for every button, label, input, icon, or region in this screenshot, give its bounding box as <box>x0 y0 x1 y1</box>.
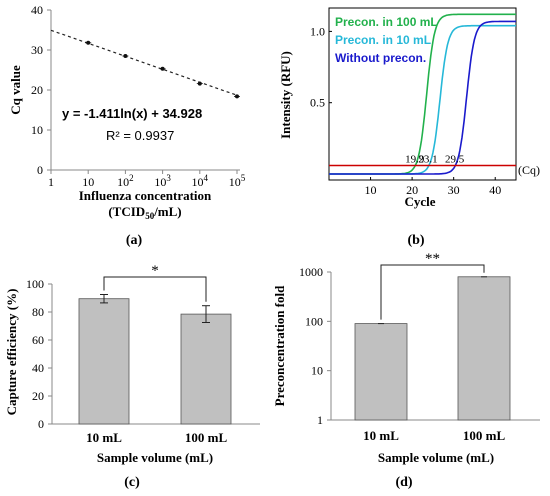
b-legend-entry: Without precon. <box>335 51 426 65</box>
b-curve-2 <box>329 24 516 175</box>
c-significance-bracket <box>103 276 207 302</box>
a-y-tick-label: 20 <box>31 83 43 97</box>
d-significance-bracket <box>380 264 485 320</box>
a-r2: R² = 0.9937 <box>106 128 174 143</box>
c-y-label: Capture efficiency (%) <box>4 289 19 416</box>
c-y-tick-label: 0 <box>38 417 44 431</box>
a-y-tick-label: 10 <box>31 123 43 137</box>
b-plot-frame <box>328 7 517 181</box>
c-y-tick-label: 100 <box>26 277 44 291</box>
c-category-label: 100 mL <box>185 430 228 445</box>
b-x-tick-label: 20 <box>406 183 418 197</box>
a-y-tick-label: 40 <box>31 3 43 17</box>
a-equation: y = -1.411ln(x) + 34.928 <box>62 106 202 121</box>
b-x-tick-label: 40 <box>489 183 501 197</box>
d-category-label: 10 mL <box>363 428 399 443</box>
b-x-tick-label: 10 <box>365 183 377 197</box>
d-y-tick-label: 1 <box>317 413 323 427</box>
d-category-label: 100 mL <box>463 428 506 443</box>
c-bar <box>78 298 130 425</box>
a-x-tick-label: 10 <box>82 175 94 189</box>
a-y-tick-label: 30 <box>31 43 43 57</box>
panel-b: 19.923.1 29.5 (Cq) 10 20 30 40 0.5 1.0 Precon… <box>278 7 540 248</box>
b-threshold-label: (Cq) <box>518 163 540 177</box>
b-cq-label: 23.1 <box>418 153 437 165</box>
a-y-label: Cq value <box>8 65 23 115</box>
d-y-tick-label: 10 <box>311 364 323 378</box>
b-x-label: Cycle <box>404 194 435 209</box>
c-y-tick-label: 80 <box>32 305 44 319</box>
b-cq-label: 29.5 <box>445 153 465 165</box>
b-y-tick-label: 0.5 <box>310 96 325 110</box>
c-panel-label: (c) <box>124 475 140 490</box>
a-x-label-1: Influenza concentration <box>79 188 212 203</box>
panel-a: 0 10 20 30 40 1 10 102 103 104 105 y = -1.411ln(x… <box>8 3 246 248</box>
a-x-label-2: (TCID50/mL) <box>108 204 181 221</box>
a-panel-label: (a) <box>126 233 143 248</box>
a-x-tick-label: 1 <box>48 175 54 189</box>
d-bar <box>354 323 408 421</box>
c-y-tick-label: 20 <box>32 389 44 403</box>
b-cq-label: 19.9 <box>405 153 425 165</box>
c-bar <box>180 313 232 425</box>
b-x-tick-label: 30 <box>448 183 460 197</box>
d-x-label: Sample volume (mL) <box>378 450 494 465</box>
d-y-tick-label: 100 <box>305 314 323 328</box>
a-x-tick-label: 105 <box>229 173 246 189</box>
panel-d: 1 10 100 1000 10 mL 100 mL ** Preconcentrati… <box>272 251 540 490</box>
c-y-tick-label: 40 <box>32 361 44 375</box>
d-panel-label: (d) <box>395 475 412 490</box>
b-curve-3 <box>329 20 516 175</box>
b-legend-entry: Precon. in 10 mL <box>335 33 431 47</box>
c-x-label: Sample volume (mL) <box>97 450 213 465</box>
b-legend-entry: Precon. in 100 mL <box>335 15 438 29</box>
b-panel-label: (b) <box>407 233 424 248</box>
panel-c: 0 20 40 60 80 100 10 mL 100 mL * Capture effic… <box>4 263 260 490</box>
b-y-tick-label: 1.0 <box>310 24 325 38</box>
d-significance-marker: ** <box>425 251 440 267</box>
a-x-tick-label: 104 <box>192 173 209 189</box>
a-y-tick-label: 0 <box>37 163 43 177</box>
c-significance-marker: * <box>151 263 159 279</box>
a-x-tick-label: 103 <box>154 173 171 189</box>
d-y-label: Preconcentration fold <box>272 285 287 406</box>
d-y-tick-label: 1000 <box>299 265 323 279</box>
c-y-tick-label: 60 <box>32 333 44 347</box>
a-x-tick-label: 102 <box>117 173 133 189</box>
b-y-label: Intensity (RFU) <box>278 51 293 139</box>
a-trendline <box>50 29 238 96</box>
c-category-label: 10 mL <box>86 430 122 445</box>
d-bar <box>457 276 511 421</box>
